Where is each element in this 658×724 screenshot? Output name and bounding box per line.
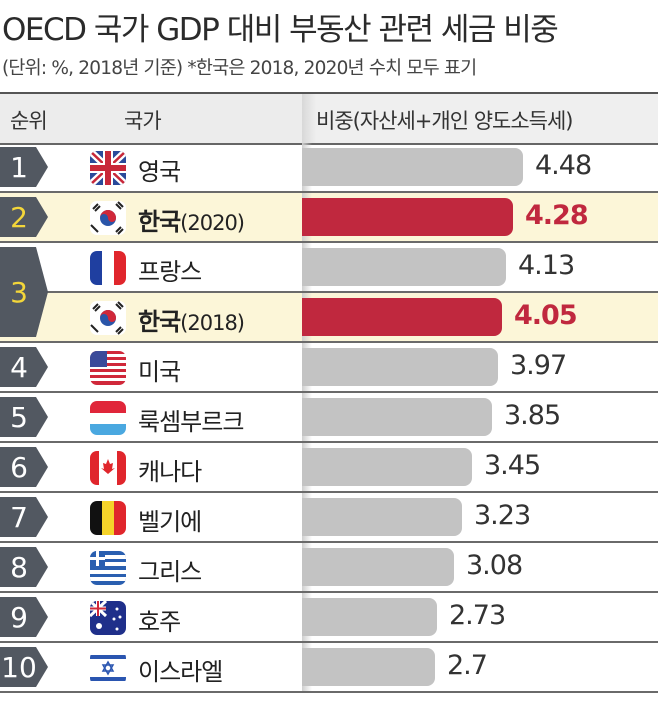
country-year: (2018)	[180, 311, 245, 335]
country-label: 룩셈부르크	[138, 408, 244, 436]
value-label: 4.05	[514, 300, 578, 331]
value-label: 3.97	[510, 350, 567, 381]
bar	[302, 298, 502, 336]
bar	[302, 248, 506, 286]
table-row: 룩셈부르크 3.85	[0, 393, 658, 443]
country-name: 영국	[138, 152, 181, 187]
flag-il-icon	[90, 651, 126, 685]
bar	[302, 198, 513, 236]
country-label: 프랑스	[138, 258, 202, 286]
value-label: 4.13	[518, 250, 575, 281]
rank-badge: 10	[0, 647, 48, 687]
table-row: 한국(2018) 4.05	[0, 293, 658, 343]
flag-lu-icon	[90, 401, 126, 435]
flag-au-icon	[90, 601, 126, 635]
country-name: 미국	[138, 352, 181, 387]
flag-kr-icon	[90, 301, 126, 335]
value-label: 4.48	[535, 150, 592, 181]
country-name: 한국(2020)	[138, 202, 245, 237]
flag-fr-icon	[90, 251, 126, 285]
chart-title: OECD 국가 GDP 대비 부동산 관련 세금 비중	[2, 12, 559, 48]
value-label: 3.85	[504, 400, 561, 431]
header-rank: 순위	[10, 109, 48, 133]
country-label: 영국	[138, 158, 181, 186]
country-label: 호주	[138, 608, 181, 636]
country-name: 벨기에	[138, 502, 202, 537]
value-label: 3.23	[474, 500, 531, 531]
country-year: (2020)	[180, 211, 245, 235]
header-share: 비중(자산세+개인 양도소득세)	[316, 109, 573, 133]
bar	[302, 548, 454, 586]
value-label: 4.28	[525, 200, 589, 231]
flag-ca-icon	[90, 451, 126, 485]
value-label: 3.45	[484, 450, 541, 481]
value-label: 2.73	[449, 600, 506, 631]
header-country: 국가	[124, 109, 162, 133]
flag-gr-icon	[90, 551, 126, 585]
table-row: 미국 3.97	[0, 343, 658, 393]
flag-gb-icon	[90, 151, 126, 185]
value-label: 3.08	[466, 550, 523, 581]
table-row: 한국(2020) 4.28	[0, 193, 658, 243]
flag-be-icon	[90, 501, 126, 535]
table-row: 호주 2.73	[0, 593, 658, 643]
rank-badge: 2	[0, 197, 48, 237]
bar	[302, 598, 437, 636]
country-name: 호주	[138, 602, 181, 637]
value-label: 2.7	[447, 650, 488, 681]
country-label: 이스라엘	[138, 658, 223, 686]
rank-badge: 1	[0, 147, 48, 187]
country-name: 한국(2018)	[138, 302, 245, 337]
country-label: 벨기에	[138, 508, 202, 536]
country-name: 이스라엘	[138, 652, 223, 687]
country-label: 캐나다	[138, 458, 202, 486]
country-name: 프랑스	[138, 252, 202, 287]
flag-us-icon	[90, 351, 126, 385]
bar	[302, 648, 435, 686]
country-name: 그리스	[138, 552, 202, 587]
table-row: 영국 4.48	[0, 143, 658, 193]
table-row: 프랑스 4.13	[0, 243, 658, 293]
country-label: 한국	[138, 308, 181, 336]
country-label: 미국	[138, 358, 181, 386]
country-name: 룩셈부르크	[138, 402, 244, 437]
table-row: 벨기에 3.23	[0, 493, 658, 543]
country-label: 한국	[138, 208, 181, 236]
table-row: 캐나다 3.45	[0, 443, 658, 493]
flag-kr-icon	[90, 201, 126, 235]
rank-badge: 9	[0, 597, 48, 637]
bar	[302, 148, 523, 186]
table-row: 그리스 3.08	[0, 543, 658, 593]
bar	[302, 398, 492, 436]
bar	[302, 498, 462, 536]
country-name: 캐나다	[138, 452, 202, 487]
table-row: 이스라엘 2.7	[0, 643, 658, 693]
header-share-bg	[302, 94, 658, 143]
country-label: 그리스	[138, 558, 202, 586]
bar	[302, 448, 472, 486]
rank-badge: 3	[0, 247, 48, 337]
table-header: 순위 국가 비중(자산세+개인 양도소득세)	[0, 92, 658, 145]
chart-subtitle: (단위: %, 2018년 기준) *한국은 2018, 2020년 수치 모두…	[2, 58, 477, 79]
bar	[302, 348, 498, 386]
rank-badge: 8	[0, 547, 48, 587]
